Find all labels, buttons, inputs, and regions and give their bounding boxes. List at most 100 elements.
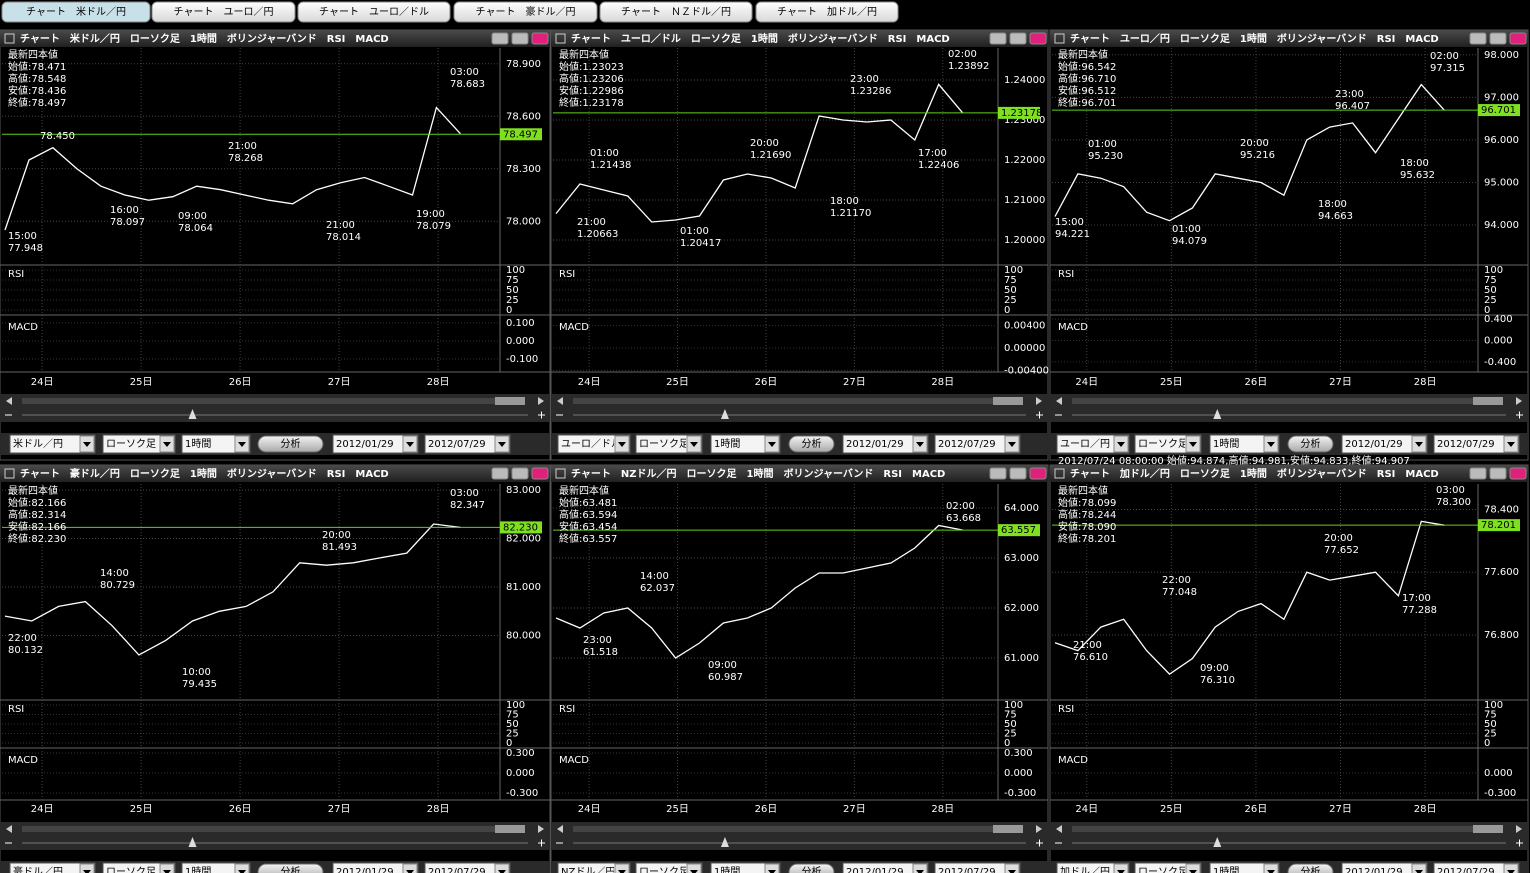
analyze-button[interactable] — [788, 435, 835, 453]
scroll-left[interactable] — [6, 397, 12, 405]
zoom-plus[interactable] — [1036, 839, 1043, 847]
tab[interactable] — [297, 1, 451, 23]
select-box[interactable] — [424, 434, 511, 454]
scroll-right[interactable] — [538, 825, 544, 833]
select-box[interactable] — [1056, 434, 1130, 454]
maximize-button[interactable] — [511, 467, 529, 480]
analyze-button[interactable] — [1287, 435, 1334, 453]
scroll-left[interactable] — [557, 397, 563, 405]
select-box[interactable] — [9, 434, 96, 454]
zoom-slider[interactable] — [720, 837, 729, 847]
zoom-slider[interactable] — [1213, 409, 1222, 419]
select-box[interactable] — [332, 434, 419, 454]
select-box[interactable] — [934, 434, 1021, 454]
zoom-slider[interactable] — [1213, 837, 1222, 847]
tab[interactable] — [755, 1, 899, 23]
close-button[interactable] — [1029, 467, 1047, 480]
select-box[interactable] — [635, 434, 703, 454]
select-box[interactable] — [710, 434, 781, 454]
minimize-button[interactable] — [491, 32, 509, 45]
select-arrow-box[interactable] — [1113, 863, 1129, 873]
close-button[interactable] — [531, 32, 549, 45]
select-box[interactable] — [102, 434, 176, 454]
tab[interactable] — [1, 1, 151, 23]
scroll-thumb[interactable] — [993, 397, 1023, 405]
select-arrow-box[interactable] — [1503, 863, 1519, 873]
select-box[interactable] — [181, 862, 251, 873]
minimize-button[interactable] — [1469, 32, 1487, 45]
select-arrow-box[interactable] — [402, 863, 418, 873]
analyze-button[interactable] — [1287, 863, 1334, 873]
select-box[interactable] — [710, 862, 781, 873]
scroll-thumb[interactable] — [1473, 825, 1503, 833]
select-arrow-box[interactable] — [1263, 863, 1279, 873]
minimize-button[interactable] — [989, 32, 1007, 45]
zoom-plus[interactable] — [1516, 839, 1523, 847]
zoom-plus[interactable] — [1036, 411, 1043, 419]
select-box[interactable] — [181, 434, 251, 454]
minimize-button[interactable] — [989, 467, 1007, 480]
select-box[interactable] — [1341, 434, 1428, 454]
select-box[interactable] — [1209, 862, 1280, 873]
zoom-slider[interactable] — [720, 409, 729, 419]
scroll-right[interactable] — [1516, 825, 1522, 833]
select-box[interactable] — [1056, 862, 1130, 873]
close-button[interactable] — [1029, 32, 1047, 45]
select-box[interactable] — [9, 862, 96, 873]
select-arrow-box[interactable] — [912, 863, 928, 873]
select-arrow-box[interactable] — [1411, 863, 1427, 873]
select-box[interactable] — [1433, 434, 1520, 454]
scroll-left[interactable] — [6, 825, 12, 833]
scroll-left[interactable] — [557, 825, 563, 833]
select-box[interactable] — [635, 862, 703, 873]
close-button[interactable] — [531, 467, 549, 480]
scroll-thumb[interactable] — [495, 397, 525, 405]
select-box[interactable] — [1134, 434, 1202, 454]
scroll-right[interactable] — [1036, 825, 1042, 833]
close-button[interactable] — [1509, 32, 1527, 45]
select-box[interactable] — [1341, 862, 1428, 873]
select-arrow-box[interactable] — [79, 863, 95, 873]
maximize-button[interactable] — [1489, 467, 1507, 480]
zoom-slider[interactable] — [188, 409, 197, 419]
maximize-button[interactable] — [1489, 32, 1507, 45]
select-arrow-box[interactable] — [686, 863, 702, 873]
select-box[interactable] — [934, 862, 1021, 873]
select-arrow-box[interactable] — [1185, 863, 1201, 873]
zoom-plus[interactable] — [538, 411, 545, 419]
close-button[interactable] — [1509, 467, 1527, 480]
select-box[interactable] — [1209, 434, 1280, 454]
maximize-button[interactable] — [1009, 467, 1027, 480]
maximize-button[interactable] — [1009, 32, 1027, 45]
select-box[interactable] — [424, 862, 511, 873]
scroll-left[interactable] — [1056, 825, 1062, 833]
scroll-right[interactable] — [1036, 397, 1042, 405]
scroll-thumb[interactable] — [993, 825, 1023, 833]
select-arrow-box[interactable] — [494, 863, 510, 873]
minimize-button[interactable] — [1469, 467, 1487, 480]
tab[interactable] — [151, 1, 296, 23]
select-box[interactable] — [102, 862, 176, 873]
select-box[interactable] — [1433, 862, 1520, 873]
analyze-button[interactable] — [788, 863, 835, 873]
zoom-plus[interactable] — [538, 839, 545, 847]
select-box[interactable] — [332, 862, 419, 873]
tab[interactable] — [599, 1, 753, 23]
tab[interactable] — [453, 1, 598, 23]
select-arrow-box[interactable] — [159, 863, 175, 873]
analyze-button[interactable] — [257, 863, 324, 873]
select-arrow-box[interactable] — [1004, 863, 1020, 873]
scroll-thumb[interactable] — [1473, 397, 1503, 405]
scroll-thumb[interactable] — [495, 825, 525, 833]
select-arrow-box[interactable] — [614, 863, 630, 873]
select-box[interactable] — [1134, 862, 1202, 873]
scroll-left[interactable] — [1056, 397, 1062, 405]
select-box[interactable] — [557, 434, 631, 454]
zoom-plus[interactable] — [1516, 411, 1523, 419]
scroll-right[interactable] — [538, 397, 544, 405]
select-box[interactable] — [842, 434, 929, 454]
select-arrow-box[interactable] — [764, 863, 780, 873]
scroll-right[interactable] — [1516, 397, 1522, 405]
select-box[interactable] — [842, 862, 929, 873]
select-box[interactable] — [557, 862, 631, 873]
